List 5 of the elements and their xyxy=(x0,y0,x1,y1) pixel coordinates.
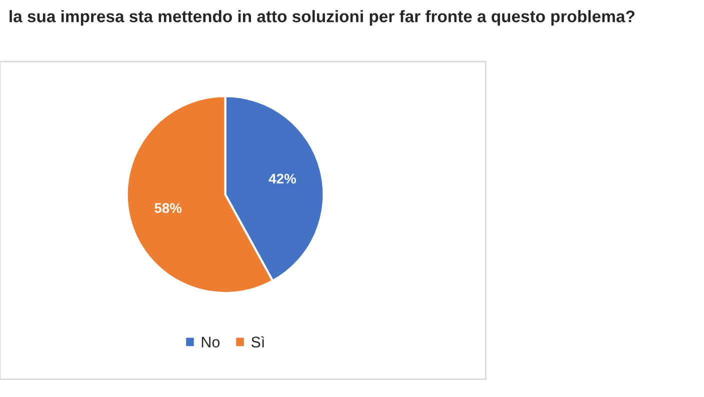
data-label: 42% xyxy=(268,174,296,184)
data-label: 58% xyxy=(154,203,182,213)
chart-title: la sua impresa sta mettendo in atto soluzioni per far fronte a questo problema? xyxy=(10,10,634,26)
legend-label: No xyxy=(202,336,220,348)
legend-label: Sì xyxy=(251,336,264,348)
